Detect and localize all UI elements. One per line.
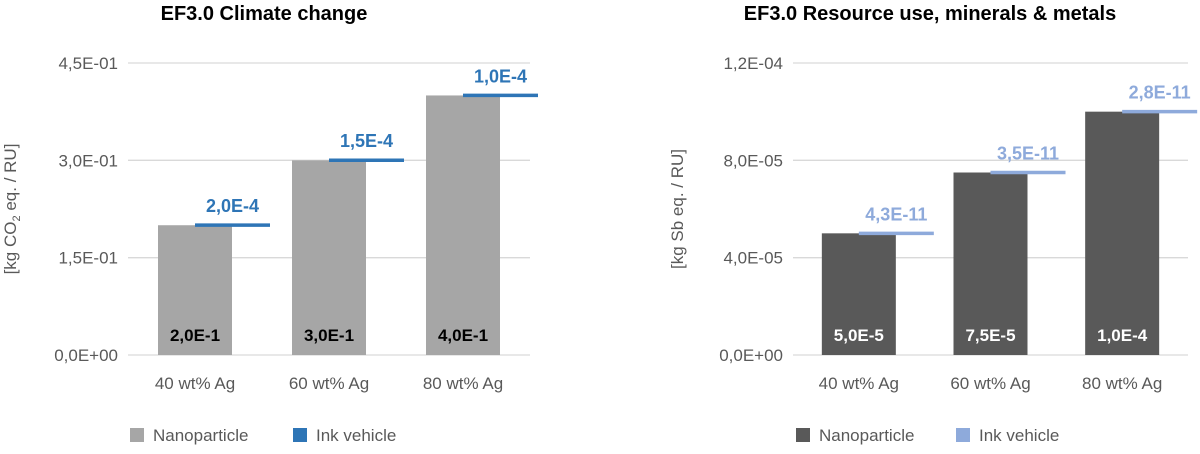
y-tick-label: 4,0E-05 (723, 249, 783, 268)
ink-value-label: 1,5E-4 (340, 131, 393, 151)
y-tick-label: 8,0E-05 (723, 151, 783, 170)
y-tick-label: 4,5E-01 (58, 54, 118, 73)
y-axis-label-part: [kg Sb eq. / RU] (668, 149, 687, 269)
bar-value-label: 5,0E-5 (834, 326, 884, 345)
legend-label: Nanoparticle (819, 426, 914, 445)
bar-value-label: 3,0E-1 (304, 326, 354, 345)
y-axis-label: [kg CO2 eq. / RU] (1, 144, 23, 275)
legend: Nanoparticle Ink vehicle (796, 426, 1059, 445)
y-axis-label-part: 2 (11, 215, 23, 221)
x-tick-label: 40 wt% Ag (155, 374, 235, 393)
bar-value-label: 4,0E-1 (438, 326, 488, 345)
y-tick-label: 3,0E-01 (58, 151, 118, 170)
bar-value-label: 7,5E-5 (965, 326, 1015, 345)
legend-swatch-nanoparticle (796, 428, 810, 442)
bar-nanoparticle (158, 225, 232, 355)
y-axis-label: [kg Sb eq. / RU] (668, 149, 687, 269)
y-axis-label-part: eq. / RU] (1, 144, 20, 216)
legend-swatch-ink-vehicle (293, 428, 307, 442)
bar-value-label: 1,0E-4 (1097, 326, 1148, 345)
legend-label: Ink vehicle (316, 426, 396, 445)
bar-nanoparticle (426, 95, 500, 355)
ink-value-label: 2,0E-4 (206, 196, 259, 216)
x-tick-label: 80 wt% Ag (1082, 374, 1162, 393)
ink-value-label: 2,8E-11 (1129, 83, 1191, 103)
y-tick-label: 1,5E-01 (58, 249, 118, 268)
chart-title: EF3.0 Climate change (161, 3, 368, 25)
x-tick-label: 40 wt% Ag (819, 374, 899, 393)
x-tick-label: 80 wt% Ag (423, 374, 503, 393)
y-tick-label: 0,0E+00 (54, 346, 118, 365)
ink-value-label: 4,3E-11 (865, 204, 927, 224)
chart-2: EF3.0 Resource use, minerals & metals 0,0… (668, 3, 1198, 445)
legend-swatch-ink-vehicle (956, 428, 970, 442)
chart-1: EF3.0 Climate change 0,0E+00 1,5E-01 3,0E-0… (1, 3, 538, 445)
ink-value-label: 3,5E-11 (997, 143, 1059, 163)
y-tick-label: 1,2E-04 (723, 54, 783, 73)
legend-label: Ink vehicle (979, 426, 1059, 445)
legend-label: Nanoparticle (153, 426, 248, 445)
bar-nanoparticle (292, 160, 366, 355)
ink-value-label: 1,0E-4 (474, 66, 527, 86)
bar-nanoparticle (821, 233, 896, 355)
bar-nanoparticle (1085, 111, 1160, 356)
bar-nanoparticle (953, 172, 1028, 355)
x-tick-label: 60 wt% Ag (950, 374, 1030, 393)
x-tick-label: 60 wt% Ag (289, 374, 369, 393)
y-axis-label-part: [kg CO (1, 222, 20, 275)
chart-title: EF3.0 Resource use, minerals & metals (744, 3, 1116, 25)
bar-value-label: 2,0E-1 (170, 326, 220, 345)
legend: Nanoparticle Ink vehicle (130, 426, 396, 445)
y-tick-label: 0,0E+00 (719, 346, 783, 365)
legend-swatch-nanoparticle (130, 428, 144, 442)
